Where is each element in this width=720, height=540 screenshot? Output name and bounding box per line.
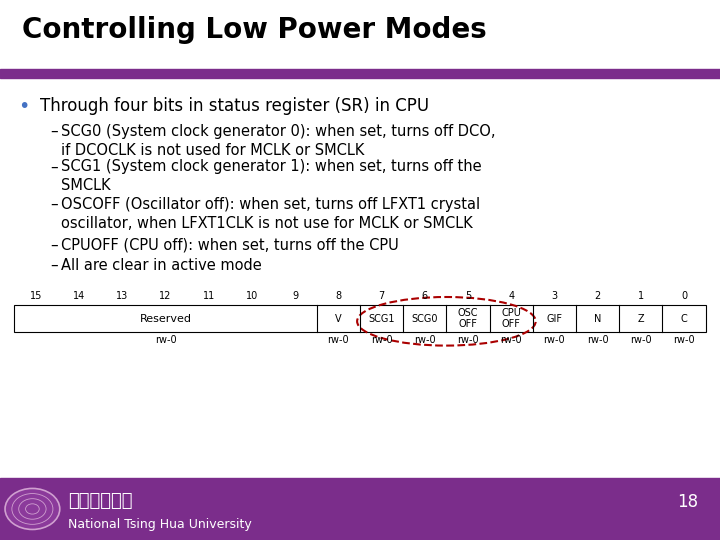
Text: rw-0: rw-0 [544, 335, 565, 345]
Text: 12: 12 [159, 291, 172, 301]
Text: 15: 15 [30, 291, 42, 301]
Text: OSC
OFF: OSC OFF [458, 308, 478, 329]
Text: 7: 7 [379, 291, 384, 301]
Text: rw-0: rw-0 [587, 335, 608, 345]
Bar [0, 69, 720, 78]
Text: Reserved: Reserved [140, 314, 192, 323]
Text: CPUOFF (CPU off): when set, turns off the CPU: CPUOFF (CPU off): when set, turns off th… [61, 238, 399, 253]
Text: 5: 5 [465, 291, 471, 301]
Text: CPU
OFF: CPU OFF [501, 308, 521, 329]
Text: 3: 3 [552, 291, 557, 301]
Text: •: • [18, 97, 30, 116]
Text: National Tsing Hua University: National Tsing Hua University [68, 518, 252, 531]
Text: 18: 18 [678, 494, 698, 511]
Text: All are clear in active mode: All are clear in active mode [61, 258, 262, 273]
Text: C: C [680, 314, 688, 323]
Text: –: – [50, 238, 58, 253]
Text: 4: 4 [508, 291, 514, 301]
Bar [0, 478, 720, 540]
Text: –: – [50, 258, 58, 273]
Text: V: V [335, 314, 342, 323]
Text: GIF: GIF [546, 314, 562, 323]
Text: 2: 2 [595, 291, 600, 301]
Text: rw-0: rw-0 [500, 335, 522, 345]
Bar [14, 305, 706, 332]
Circle shape [5, 488, 60, 529]
Text: rw-0: rw-0 [371, 335, 392, 345]
Text: SCG1: SCG1 [369, 314, 395, 323]
Text: 8: 8 [336, 291, 341, 301]
Text: 9: 9 [292, 291, 298, 301]
Text: 14: 14 [73, 291, 86, 301]
Text: 0: 0 [681, 291, 687, 301]
Text: N: N [594, 314, 601, 323]
Text: rw-0: rw-0 [457, 335, 479, 345]
Text: rw-0: rw-0 [673, 335, 695, 345]
Text: –: – [50, 159, 58, 174]
Text: –: – [50, 124, 58, 139]
Text: OSCOFF (Oscillator off): when set, turns off LFXT1 crystal
oscillator, when LFXT: OSCOFF (Oscillator off): when set, turns… [61, 197, 480, 231]
Text: SCG0: SCG0 [412, 314, 438, 323]
Text: rw-0: rw-0 [155, 335, 176, 345]
Text: 1: 1 [638, 291, 644, 301]
Text: SCG0 (System clock generator 0): when set, turns off DCO,
if DCOCLK is not used : SCG0 (System clock generator 0): when se… [61, 124, 495, 158]
Text: 國立清華大學: 國立清華大學 [68, 491, 133, 510]
Text: 6: 6 [422, 291, 428, 301]
Text: rw-0: rw-0 [328, 335, 349, 345]
Text: Controlling Low Power Modes: Controlling Low Power Modes [22, 16, 486, 44]
Text: 13: 13 [116, 291, 129, 301]
Text: 11: 11 [202, 291, 215, 301]
Text: Z: Z [637, 314, 644, 323]
Text: 10: 10 [246, 291, 258, 301]
Text: SCG1 (System clock generator 1): when set, turns off the
SMCLK: SCG1 (System clock generator 1): when se… [61, 159, 482, 193]
Text: rw-0: rw-0 [630, 335, 652, 345]
Text: –: – [50, 197, 58, 212]
Text: Through four bits in status register (SR) in CPU: Through four bits in status register (SR… [40, 97, 428, 115]
Text: rw-0: rw-0 [414, 335, 436, 345]
